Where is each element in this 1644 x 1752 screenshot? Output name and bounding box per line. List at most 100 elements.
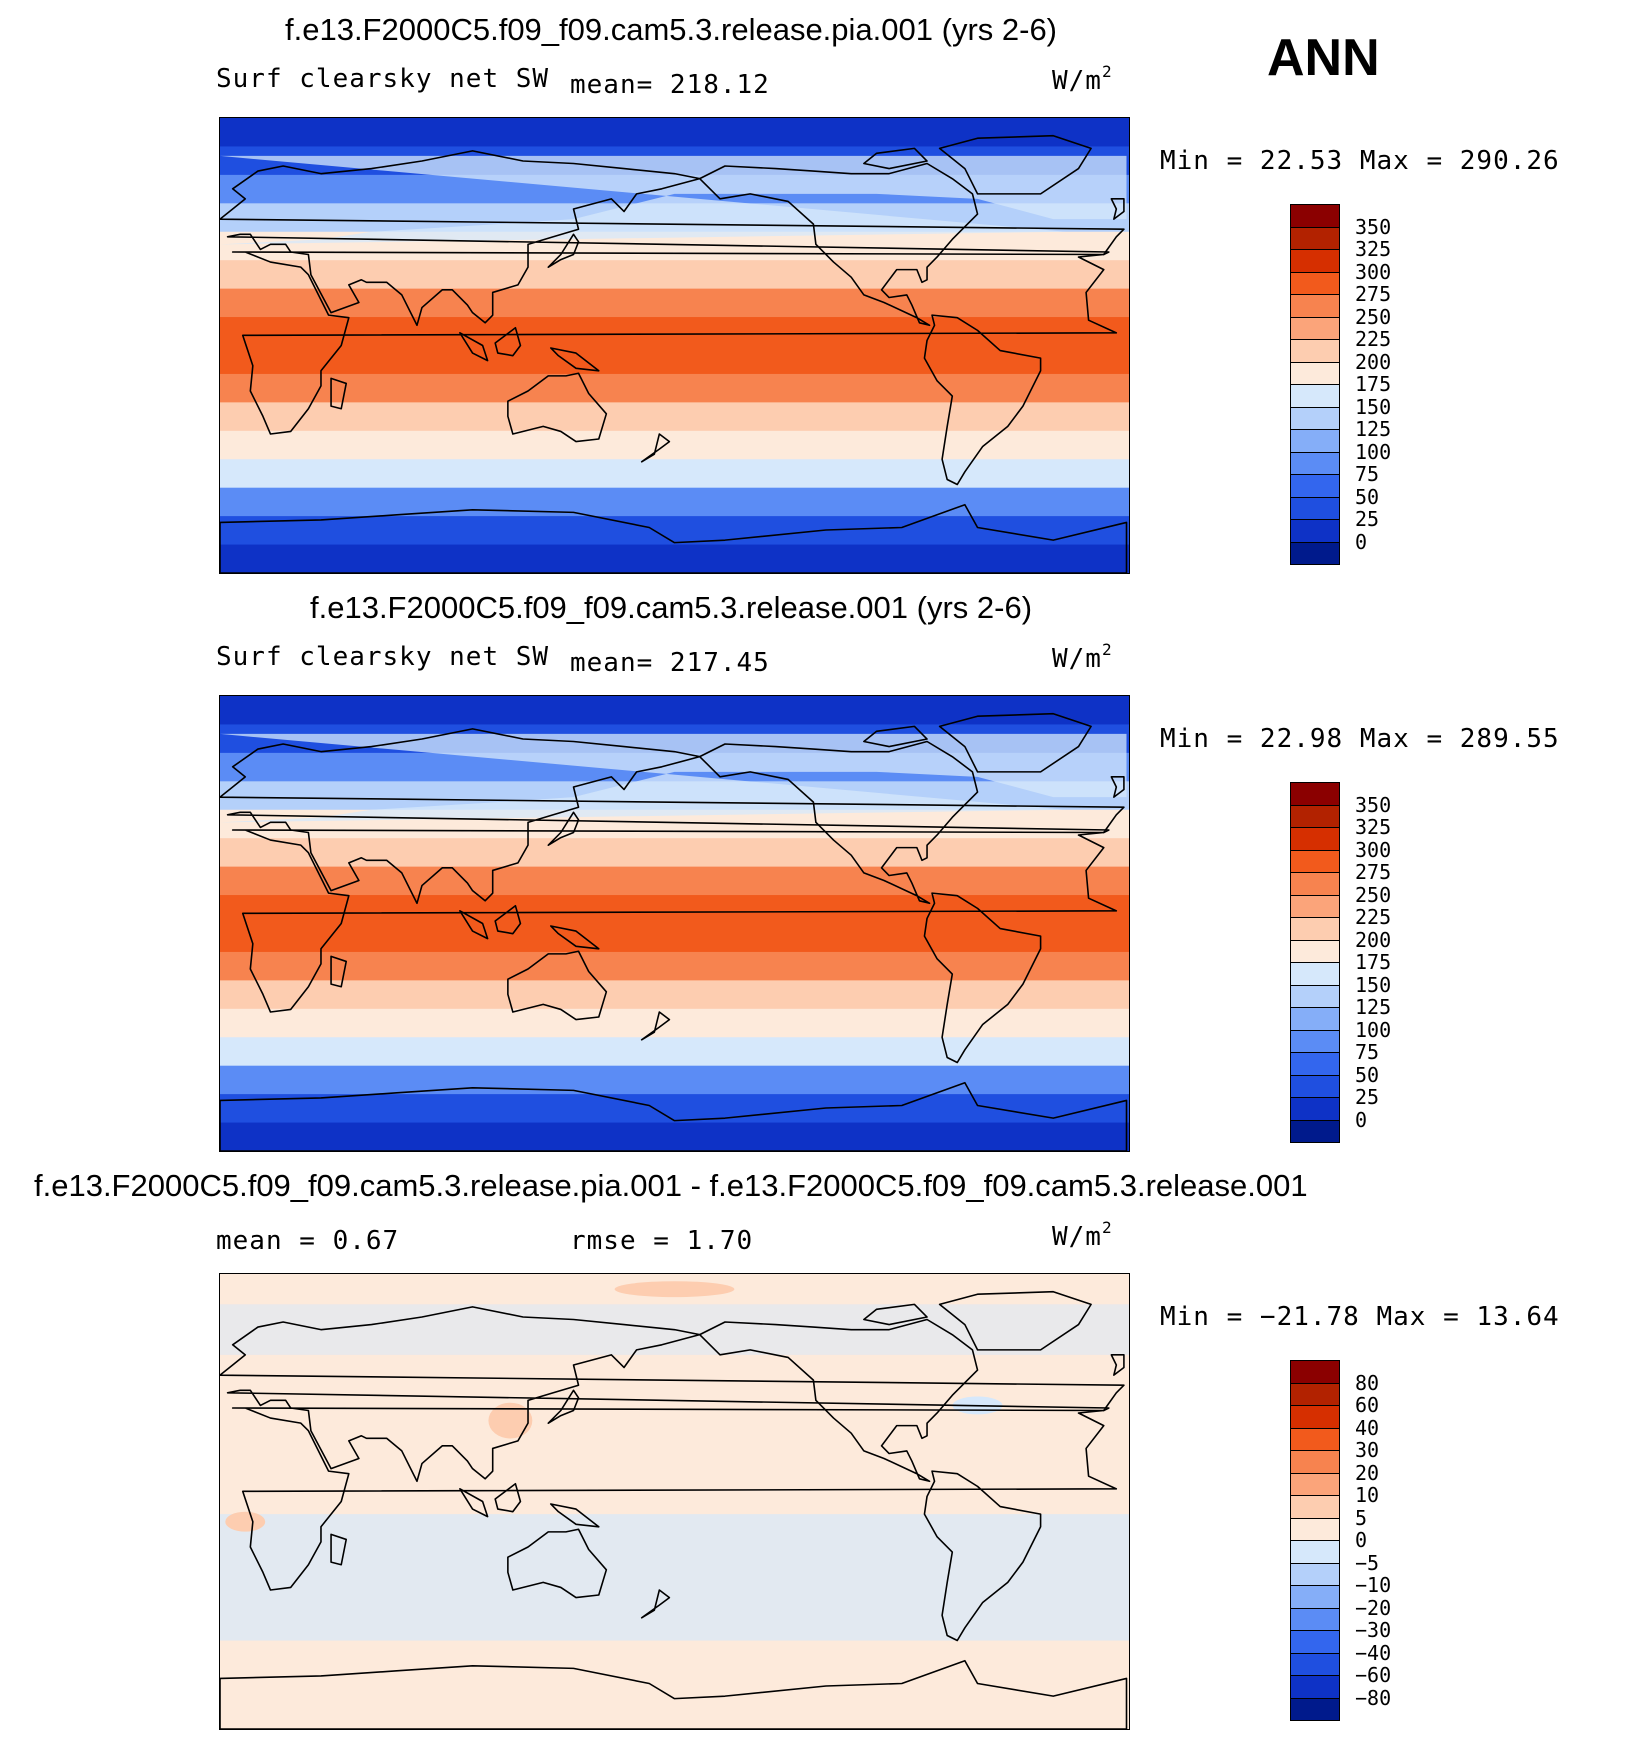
colorbar-swatch — [1290, 1607, 1340, 1631]
land-shading — [220, 733, 1127, 823]
zonal-band — [220, 951, 1129, 982]
colorbar-tick-label: −60 — [1355, 1663, 1392, 1687]
colorbar-swatch — [1290, 1074, 1340, 1098]
coastline — [494, 326, 522, 357]
colorbar-swatch — [1290, 316, 1340, 340]
panel1-minmax: Min = 22.53 Max = 290.26 — [1160, 146, 1560, 176]
colorbar-tick-label: 225 — [1355, 327, 1392, 351]
colorbar-tick-label: −80 — [1355, 1685, 1392, 1710]
zonal-band — [220, 866, 1129, 897]
colorbar-tick-label: 125 — [1355, 995, 1392, 1019]
colorbar-swatch — [1290, 1007, 1340, 1031]
colorbar-tick-label: 50 — [1355, 1062, 1380, 1087]
coastline — [220, 1659, 1128, 1729]
colorbar-swatch — [1290, 1585, 1340, 1609]
coastline — [494, 904, 522, 935]
colorbar-tick-label: 60 — [1355, 1393, 1380, 1417]
coastline — [1110, 776, 1125, 798]
colorbar-tick-label: 300 — [1355, 837, 1392, 862]
colorbar-swatch — [1290, 226, 1340, 250]
colorbar-tick-label: 40 — [1355, 1415, 1380, 1440]
colorbar-tick-label: 50 — [1355, 484, 1380, 509]
colorbar-tick-label: 275 — [1355, 860, 1392, 884]
colorbar-tick-label: 0 — [1355, 1107, 1368, 1132]
colorbar-swatch — [1290, 984, 1340, 1008]
colorbar-tick-label: 175 — [1355, 950, 1392, 974]
coastline — [863, 1303, 928, 1326]
zonal-band — [220, 1094, 1129, 1124]
coastline — [549, 347, 600, 372]
zonal-band — [220, 430, 1129, 461]
coastline — [938, 712, 1092, 773]
colorbar-tick-label: 75 — [1355, 462, 1380, 486]
colorbar-tick-label: −20 — [1355, 1595, 1392, 1620]
season-label: ANN — [1267, 29, 1380, 87]
colorbar-tick-label: 0 — [1355, 1528, 1368, 1552]
colorbar-swatch — [1290, 271, 1340, 295]
colorbar-tick-label: −40 — [1355, 1640, 1392, 1665]
colorbar-swatch — [1290, 782, 1340, 806]
coastline — [549, 1503, 600, 1528]
colorbar-swatch — [1290, 1495, 1340, 1519]
colorbar-tick-label: 25 — [1355, 1085, 1380, 1109]
colorbar-swatch — [1290, 1427, 1340, 1451]
colorbar-tick-label: 350 — [1355, 214, 1392, 239]
colorbar-swatch — [1290, 1562, 1340, 1586]
colorbar-swatch — [1290, 1517, 1340, 1541]
coastline — [698, 1318, 979, 1483]
colorbar-tick-label: 100 — [1355, 439, 1392, 464]
colorbar-tick-label: 325 — [1355, 237, 1392, 261]
zonal-band — [220, 373, 1129, 404]
colorbar-tick-label: 300 — [1355, 259, 1392, 284]
colorbar-swatch — [1290, 249, 1340, 273]
colorbar-swatch — [1290, 804, 1340, 828]
zonal-band — [220, 260, 1129, 290]
colorbar-tick-label: −10 — [1355, 1573, 1392, 1597]
coastline — [698, 162, 979, 327]
coastline — [459, 332, 489, 362]
colorbar-swatch — [1290, 361, 1340, 385]
zonal-band — [220, 459, 1129, 489]
coastline — [863, 725, 928, 748]
coastline — [220, 150, 1125, 327]
colorbar-swatch — [1290, 1652, 1340, 1676]
colorbar-swatch — [1290, 1675, 1340, 1699]
colorbar-tick-label: 200 — [1355, 927, 1392, 952]
zonal-band — [220, 1065, 1129, 1096]
zonal-band — [220, 1037, 1129, 1067]
coastline — [1110, 198, 1125, 220]
colorbar-tick-label: 150 — [1355, 972, 1392, 997]
panel3-map — [219, 1273, 1130, 1730]
colorbar-tick-label: 100 — [1355, 1017, 1392, 1042]
coastline — [220, 728, 1125, 905]
zonal-band — [220, 288, 1129, 319]
zonal-band — [220, 980, 1129, 1010]
colorbar-swatch — [1290, 1382, 1340, 1406]
colorbar-swatch — [1290, 1540, 1340, 1564]
colorbar-tick-label: 250 — [1355, 882, 1392, 907]
colorbar-tick-label: 150 — [1355, 394, 1392, 419]
colorbar-tick-label: 75 — [1355, 1040, 1380, 1064]
colorbar-swatch — [1290, 496, 1340, 520]
panel1-colorbar — [1290, 204, 1340, 565]
coastline — [494, 1482, 522, 1513]
zonal-band — [220, 895, 1129, 925]
coastline — [231, 251, 1118, 435]
colorbar-tick-label: −30 — [1355, 1618, 1392, 1642]
coastline — [330, 955, 348, 988]
zonal-band — [220, 317, 1129, 347]
panel1-units: W/m2 — [1052, 62, 1113, 96]
zonal-band — [220, 402, 1129, 432]
zonal-band — [220, 516, 1129, 546]
coastline — [640, 1589, 671, 1619]
zonal-band — [220, 1122, 1129, 1151]
panel1-variable: Surf clearsky net SW — [216, 64, 550, 94]
panel1-title: f.e13.F2000C5.f09_f09.cam5.3.release.pia… — [285, 12, 1058, 47]
zonal-band — [220, 118, 1129, 148]
colorbar-swatch — [1290, 1052, 1340, 1076]
colorbar-tick-label: 250 — [1355, 304, 1392, 329]
zonal-band — [220, 544, 1129, 573]
colorbar-swatch — [1290, 894, 1340, 918]
coastline — [330, 1533, 348, 1566]
zonal-band — [220, 487, 1129, 518]
